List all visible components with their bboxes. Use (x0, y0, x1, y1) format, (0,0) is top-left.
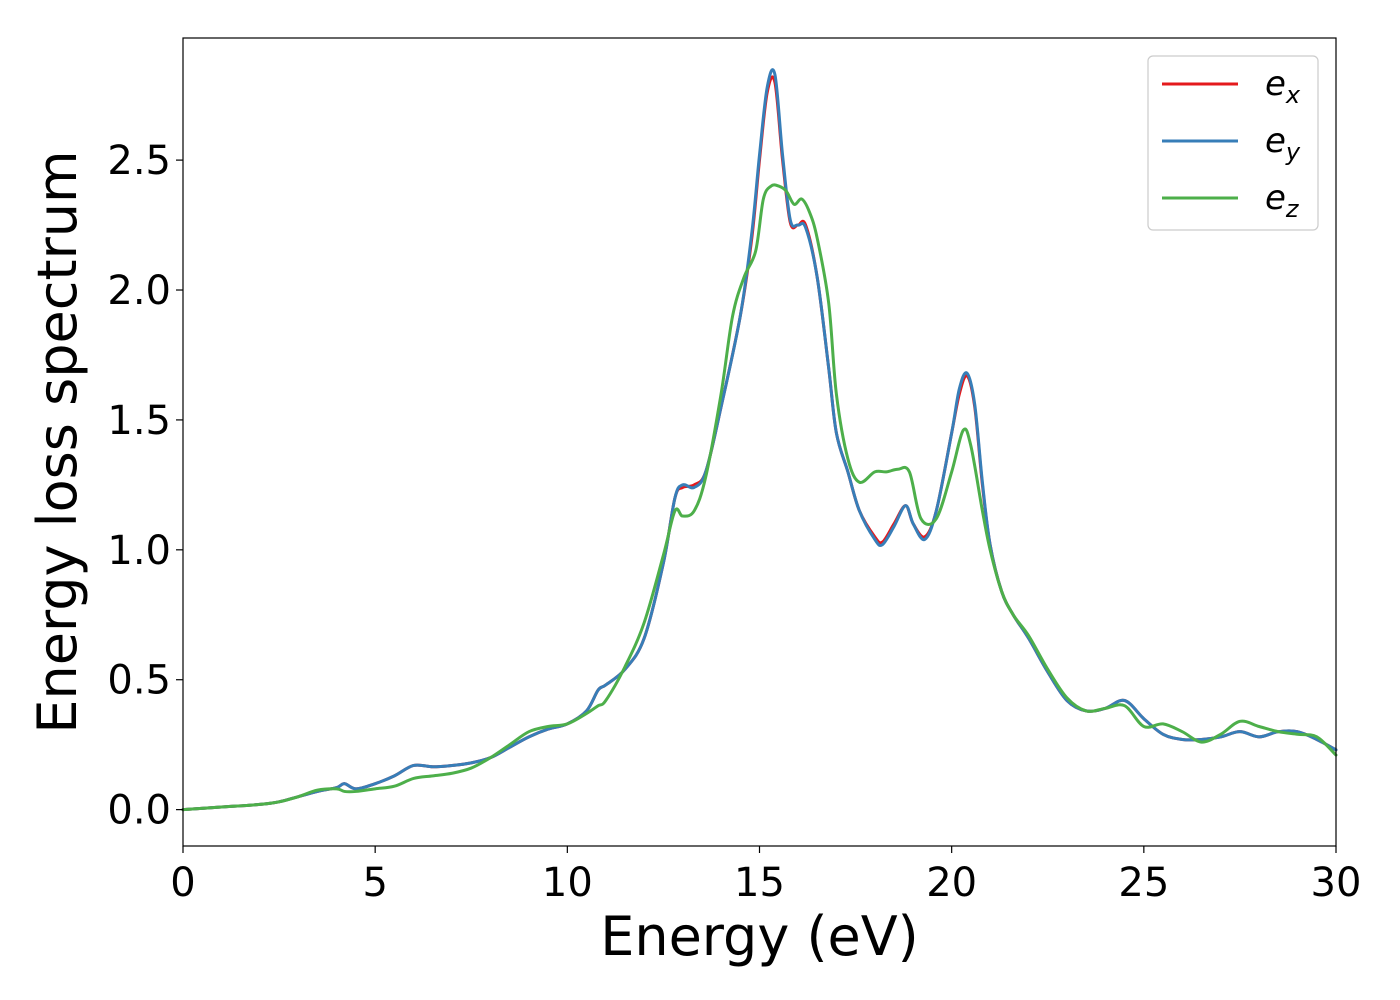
x-tick-label: 25 (1118, 860, 1169, 906)
x-axis-title: Energy (eV) (600, 905, 919, 968)
series-line-ez (181, 183, 1338, 812)
y-axis-ticks: 0.0 0.5 1.0 1.5 2.0 2.5 (107, 138, 183, 834)
plot-lines (181, 68, 1338, 812)
legend-box (1147, 55, 1319, 231)
y-tick-label: 0.5 (107, 658, 171, 704)
x-tick-label: 15 (734, 860, 785, 906)
x-tick-label: 20 (926, 860, 977, 906)
y-tick-label: 2.0 (107, 268, 171, 314)
x-tick-label: 30 (1311, 860, 1362, 906)
x-axis-ticks: 0 5 10 15 20 25 30 (170, 846, 1361, 906)
x-tick-label: 10 (542, 860, 593, 906)
x-tick-label: 0 (170, 860, 195, 906)
y-tick-label: 0.0 (107, 788, 171, 834)
legend: ex ey ez (1147, 55, 1319, 231)
legend-label-ex: ex (1265, 64, 1301, 109)
y-axis-title: Energy loss spectrum (26, 150, 89, 733)
legend-label-ey: ey (1265, 121, 1301, 166)
legend-label-ez: ez (1265, 178, 1300, 223)
y-tick-label: 2.5 (107, 138, 171, 184)
x-tick-label: 5 (362, 860, 387, 906)
y-tick-label: 1.0 (107, 528, 171, 574)
y-tick-label: 1.5 (107, 398, 171, 444)
